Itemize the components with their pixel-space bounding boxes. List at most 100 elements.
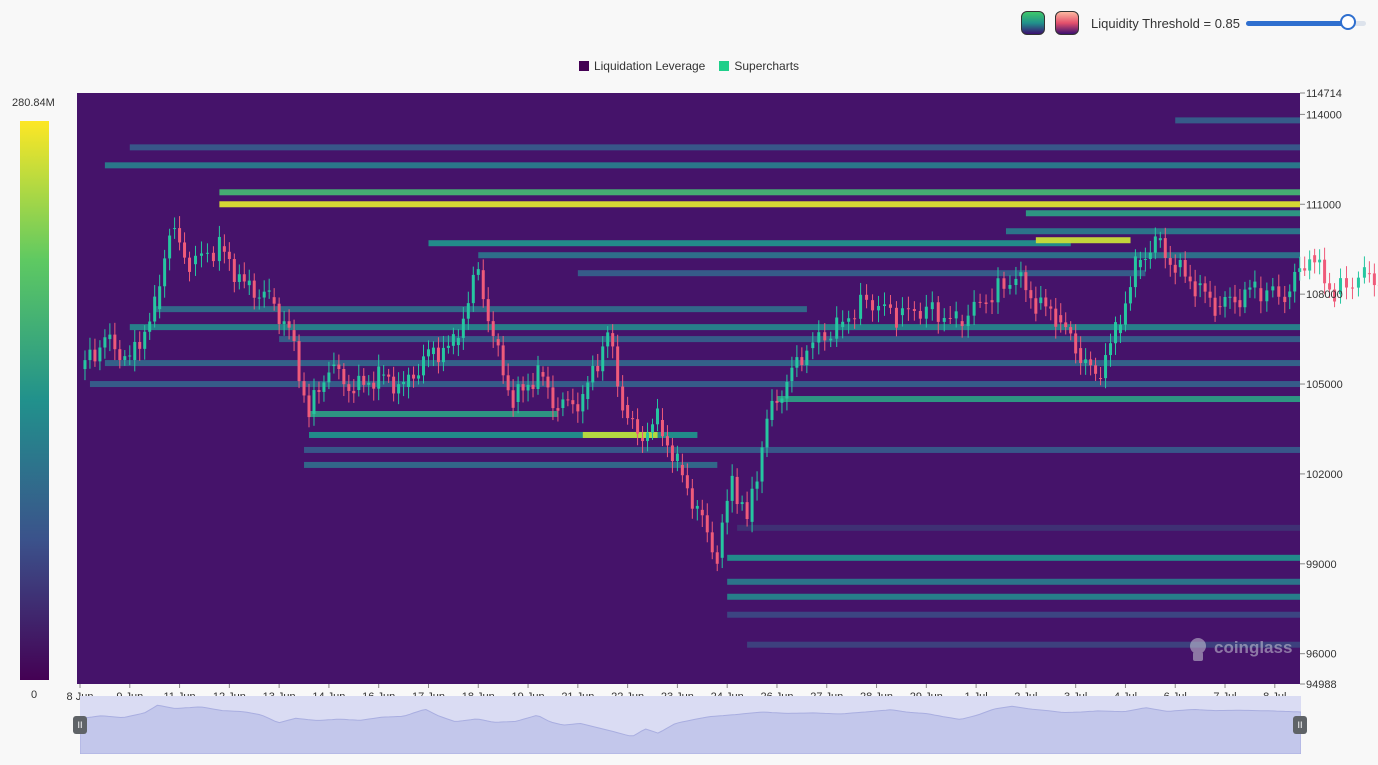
candle-body <box>422 356 426 376</box>
candle-body <box>576 404 580 412</box>
candle-body <box>481 270 485 300</box>
liquidity-threshold-slider[interactable] <box>1246 13 1366 33</box>
candle-body <box>1188 276 1192 282</box>
liquidity-band <box>279 336 1300 343</box>
candle-body <box>1333 289 1337 302</box>
candle-body <box>327 372 331 383</box>
candle-body <box>715 552 719 564</box>
magma-palette-button[interactable] <box>1055 11 1079 35</box>
candle-body <box>372 382 376 389</box>
liquidity-band <box>304 461 718 468</box>
candle-body <box>1049 306 1053 309</box>
candle-body <box>1183 260 1187 277</box>
candle-body <box>1133 256 1137 288</box>
liquidity-band <box>582 431 658 438</box>
liquidity-band <box>727 593 1300 600</box>
candle-body <box>551 387 555 409</box>
candle-body <box>247 280 251 286</box>
liquidity-band <box>304 446 1300 453</box>
liquidity-band <box>89 381 1301 388</box>
legend-item-liquidation-leverage[interactable]: Liquidation Leverage <box>578 59 706 73</box>
candle-body <box>616 346 620 387</box>
candle-body <box>611 333 615 347</box>
candle-body <box>675 453 679 462</box>
candle-body <box>426 349 430 357</box>
candle-body <box>894 307 898 328</box>
navigator-price-area <box>79 704 1302 755</box>
candle-body <box>1238 300 1242 308</box>
candle-body <box>1002 278 1006 289</box>
candle-body <box>586 382 590 400</box>
candle-body <box>641 437 645 442</box>
candle-body <box>651 424 655 433</box>
candle-body <box>710 532 714 553</box>
candle-body <box>877 305 881 311</box>
candle-body <box>775 400 779 403</box>
candle-body <box>847 318 851 322</box>
candle-body <box>685 475 689 489</box>
candle-body <box>1298 268 1302 272</box>
liquidity-band <box>776 396 1300 403</box>
candle-body <box>790 367 794 382</box>
price-candles <box>83 216 1378 572</box>
watermark-text: coinglass <box>1214 638 1292 657</box>
candle-body <box>765 418 769 448</box>
candle-body <box>780 398 784 403</box>
candle-body <box>984 302 988 304</box>
candle-body <box>402 381 406 385</box>
candle-body <box>143 331 147 349</box>
candle-body <box>601 346 605 372</box>
candle-body <box>841 321 845 328</box>
liquidity-band <box>129 324 1300 331</box>
candle-body <box>1153 236 1157 253</box>
candle-body <box>918 310 922 319</box>
candle-body <box>1313 255 1317 263</box>
candle-body <box>1074 333 1078 354</box>
navigator-right-handle[interactable]: II <box>1293 716 1307 734</box>
candle-body <box>636 419 640 434</box>
candle-body <box>566 399 570 401</box>
candle-body <box>571 400 575 405</box>
candle-body <box>242 274 246 282</box>
candle-body <box>740 502 744 505</box>
y-tick-label: 96000 <box>1306 649 1337 661</box>
candle-body <box>1014 278 1018 285</box>
candle-body <box>382 374 386 376</box>
candle-body <box>900 308 904 316</box>
navigator-left-handle[interactable]: II <box>73 716 87 734</box>
candle-body <box>888 304 892 308</box>
candle-body <box>1019 272 1023 277</box>
candle-body <box>1029 290 1033 299</box>
candle-body <box>431 347 435 355</box>
candle-body <box>770 400 774 420</box>
liquidity-band <box>1005 228 1300 235</box>
candle-body <box>347 384 351 391</box>
candle-body <box>417 375 421 379</box>
legend-label: Liquidation Leverage <box>593 59 706 73</box>
candle-body <box>1034 298 1038 314</box>
viridis-palette-button[interactable] <box>1021 11 1045 35</box>
candle-body <box>1094 365 1098 374</box>
candle-body <box>1372 273 1376 286</box>
candle-body <box>912 309 916 311</box>
legend-item-supercharts[interactable]: Supercharts <box>719 59 799 73</box>
slider-knob[interactable] <box>1340 14 1356 30</box>
candle-body <box>267 290 271 292</box>
liquidity-band <box>478 252 1301 259</box>
candle-body <box>178 228 182 243</box>
liquidity-band <box>219 189 1300 196</box>
candle-body <box>193 255 197 265</box>
candle-body <box>118 349 122 361</box>
candle-body <box>829 338 833 341</box>
candle-body <box>924 306 928 319</box>
candle-body <box>446 345 450 348</box>
candle-body <box>1288 291 1292 298</box>
candle-body <box>1109 343 1113 356</box>
candle-body <box>1308 259 1312 271</box>
colorbar-min-label: 0 <box>31 689 38 701</box>
candle-body <box>307 395 311 418</box>
range-navigator[interactable] <box>79 696 1302 755</box>
candle-body <box>1344 278 1348 288</box>
candle-body <box>936 302 940 322</box>
candle-body <box>183 242 187 258</box>
